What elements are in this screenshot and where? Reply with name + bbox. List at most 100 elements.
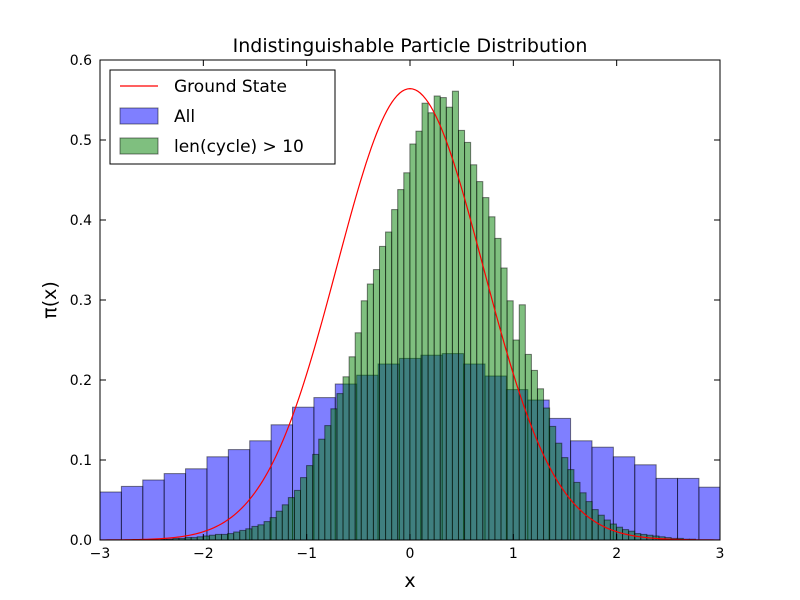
x-tick-label: 3: [716, 546, 725, 562]
histogram-bar: [524, 353, 532, 540]
histogram-bar: [409, 143, 417, 540]
x-tick-label: −2: [193, 546, 214, 562]
legend-patch-swatch: [119, 107, 159, 125]
histogram-bar: [603, 519, 611, 540]
histogram-bar: [677, 477, 700, 540]
histogram-bar: [445, 106, 453, 540]
histogram-bar: [518, 304, 526, 540]
y-axis-title: π(x): [39, 281, 61, 319]
histogram-bar: [324, 425, 332, 540]
histogram-bar: [439, 97, 447, 540]
histogram-bar: [312, 453, 320, 540]
histogram-bar: [609, 523, 617, 540]
histogram-bar: [120, 485, 144, 540]
histogram-bar: [698, 486, 720, 540]
x-tick-label: −1: [296, 546, 317, 562]
histogram-bar: [239, 529, 247, 540]
histogram-bar: [354, 332, 362, 540]
legend: Ground State All len(cycle) > 10: [109, 69, 336, 165]
legend-label: Ground State: [174, 77, 287, 97]
histogram-bar: [427, 112, 435, 540]
histogram-bar: [433, 95, 441, 540]
histogram-bar: [451, 90, 459, 540]
x-tick-label: 0: [406, 546, 415, 562]
histogram-bar: [257, 524, 265, 540]
legend-label: All: [174, 107, 195, 127]
histogram-bar: [421, 102, 429, 540]
histogram-bar: [281, 504, 289, 540]
histogram-bar: [530, 369, 538, 540]
histogram-bar: [263, 521, 271, 540]
y-tick-label: 0.4: [70, 213, 92, 229]
x-axis: −3 −2 −1 0 1 2 3: [90, 60, 725, 562]
histogram-bar: [293, 489, 302, 540]
histogram-bar: [185, 468, 208, 540]
x-tick-label: −3: [90, 546, 111, 562]
histogram-bar: [342, 376, 350, 540]
histogram-bar: [585, 501, 593, 540]
histogram-bar: [579, 492, 587, 540]
x-tick-label: 1: [509, 546, 518, 562]
histogram-bar: [251, 525, 259, 540]
y-axis: 0.0 0.1 0.2 0.3 0.4 0.5 0.6: [70, 53, 720, 549]
histogram-bar: [214, 533, 223, 540]
histogram-bar: [655, 477, 679, 540]
histogram-bar: [385, 231, 393, 540]
histogram-bar: [306, 465, 314, 540]
x-tick-label: 2: [612, 546, 621, 562]
histogram-bar: [227, 449, 251, 540]
y-tick-label: 0.0: [70, 533, 92, 549]
plot-area: [100, 88, 720, 540]
histogram-bar: [142, 479, 165, 540]
chart-title: Indistinguishable Particle Distribution: [233, 35, 588, 57]
histogram-bar: [470, 164, 478, 540]
histogram-bar: [221, 533, 229, 540]
histogram-bar: [549, 425, 557, 540]
y-tick-label: 0.5: [70, 133, 92, 149]
histogram-bar: [300, 477, 308, 540]
histogram-bar: [567, 469, 575, 540]
histogram-bar: [597, 514, 605, 540]
legend-patch-swatch: [119, 137, 159, 155]
y-tick-label: 0.2: [70, 373, 92, 389]
x-axis-title: x: [404, 570, 415, 592]
histogram-bar: [573, 481, 581, 540]
y-tick-label: 0.3: [70, 293, 92, 309]
y-tick-label: 0.6: [70, 53, 92, 69]
histogram-bar: [269, 517, 277, 540]
histogram-bar: [227, 533, 235, 540]
series-1-bars: [160, 90, 696, 540]
histogram-bar: [348, 356, 356, 540]
histogram-bar: [318, 438, 326, 540]
histogram-bar: [555, 442, 563, 540]
histogram-bar: [543, 407, 551, 540]
histogram-bar: [330, 408, 338, 540]
histogram-bar: [512, 339, 520, 540]
histogram-bar: [488, 216, 496, 540]
histogram-bar: [233, 531, 241, 540]
histogram-bar: [482, 197, 490, 540]
histogram-bar: [415, 130, 423, 540]
histogram-bar: [536, 388, 545, 540]
histogram-bar: [287, 497, 295, 540]
histogram-bar: [366, 283, 374, 540]
histogram-bar: [500, 267, 508, 540]
legend-label: len(cycle) > 10: [174, 137, 304, 157]
histogram-bar: [403, 172, 411, 540]
histogram-bar: [372, 269, 380, 540]
histogram-bar: [378, 245, 387, 540]
histogram-bar: [163, 473, 187, 540]
histogram-bar: [336, 393, 344, 540]
y-tick-label: 0.1: [70, 453, 92, 469]
histogram-bar: [591, 509, 599, 540]
histogram-bar: [494, 237, 502, 540]
histogram-bar: [206, 456, 229, 540]
histogram-bar: [634, 464, 657, 540]
histogram-bar: [561, 457, 569, 540]
histogram-bar: [245, 528, 253, 540]
histogram-bar: [100, 491, 122, 540]
histogram-bar: [397, 189, 405, 540]
histogram-bar: [208, 534, 216, 540]
histogram-bar: [457, 129, 466, 540]
